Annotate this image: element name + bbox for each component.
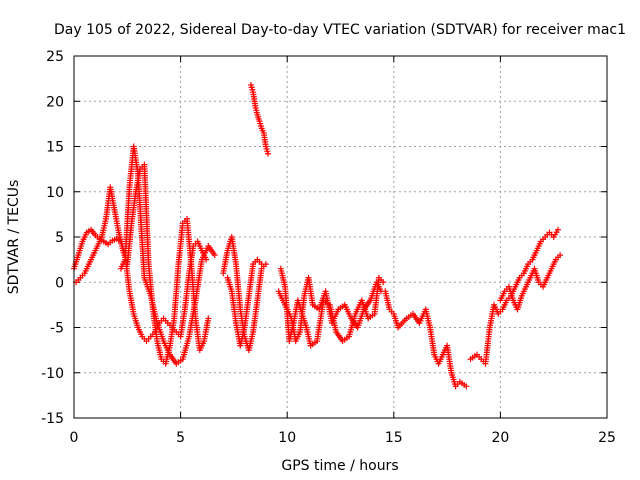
y-tick-labels: -15 -10 -5 0 5 10 15 20 25 bbox=[41, 49, 64, 427]
y-tick-label: 20 bbox=[46, 94, 64, 110]
grid-lines bbox=[74, 56, 607, 418]
data-point bbox=[380, 279, 387, 286]
data-point bbox=[211, 252, 218, 259]
x-tick-label: 0 bbox=[70, 430, 79, 446]
data-point bbox=[258, 261, 265, 268]
data-point bbox=[557, 252, 564, 259]
y-axis-label: SDTVAR / TECUs bbox=[6, 180, 22, 295]
y-tick-label: -15 bbox=[41, 411, 64, 427]
chart-title: Day 105 of 2022, Sidereal Day-to-day VTE… bbox=[54, 22, 626, 38]
data-point bbox=[265, 150, 272, 157]
x-tick-label: 15 bbox=[385, 430, 403, 446]
y-tick-label: -5 bbox=[50, 321, 64, 337]
series-group bbox=[497, 252, 564, 313]
series-group bbox=[117, 143, 218, 367]
series-group bbox=[382, 288, 470, 390]
y-tick-label: 0 bbox=[55, 275, 64, 291]
y-tick-label: 25 bbox=[46, 49, 64, 65]
series-group bbox=[277, 265, 387, 349]
data-point bbox=[205, 315, 212, 322]
plot-frame bbox=[73, 55, 608, 419]
x-axis-label: GPS time / hours bbox=[281, 458, 398, 474]
y-tick-label: 15 bbox=[46, 140, 64, 156]
x-tick-label: 25 bbox=[598, 430, 616, 446]
y-tick-label: -10 bbox=[41, 366, 64, 382]
x-tick-label: 10 bbox=[278, 430, 296, 446]
series-group bbox=[247, 81, 272, 157]
x-tick-label: 5 bbox=[176, 430, 185, 446]
data-points bbox=[71, 81, 564, 390]
y-tick-label: 5 bbox=[55, 230, 64, 246]
data-point bbox=[554, 226, 561, 233]
x-tick-labels: 0 5 10 15 20 25 bbox=[70, 430, 616, 446]
y-tick-label: 10 bbox=[46, 185, 64, 201]
data-point bbox=[463, 383, 470, 390]
x-tick-label: 20 bbox=[491, 430, 509, 446]
series-group bbox=[224, 256, 265, 349]
